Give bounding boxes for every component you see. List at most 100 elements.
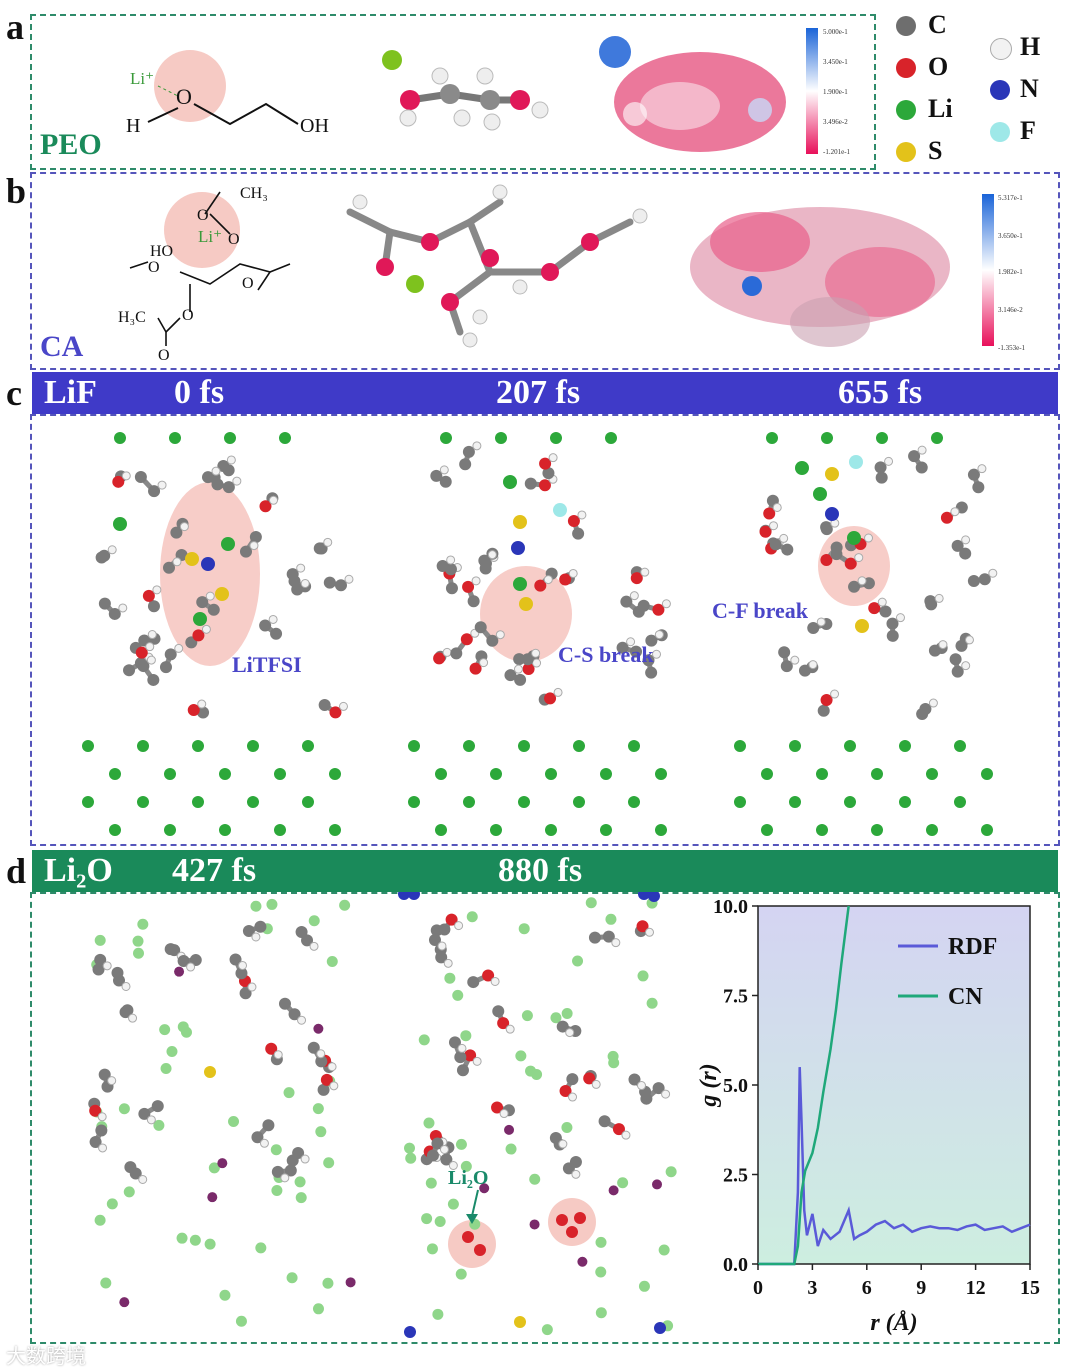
- time-0fs: 0 fs: [174, 374, 225, 411]
- time-427fs: 427 fs: [172, 852, 257, 889]
- y-tick-label: 5.0: [723, 1075, 748, 1097]
- panel-c-title-bar: LiF 0 fs 207 fs 655 fs: [32, 372, 1058, 414]
- ca-li-label: Li⁺: [198, 227, 222, 246]
- x-tick-label: 6: [862, 1277, 872, 1299]
- li-atom: [899, 796, 911, 808]
- li-atom: [931, 432, 943, 444]
- li-atom: [789, 740, 801, 752]
- li-atom: [408, 740, 420, 752]
- x-tick-label: 3: [807, 1277, 817, 1299]
- x-tick-label: 15: [1020, 1277, 1040, 1299]
- li-atom: [816, 768, 828, 780]
- svg-text:-1.353e-1: -1.353e-1: [998, 344, 1026, 352]
- watermark: 大数跨境: [6, 1344, 86, 1368]
- li-atom: [382, 50, 402, 70]
- li-atom: [192, 740, 204, 752]
- legend-li-swatch: [896, 100, 916, 120]
- li-atom: [302, 740, 314, 752]
- y-axis-label: g (r): [696, 1063, 722, 1107]
- li-atom: [463, 796, 475, 808]
- time-880fs: 880 fs: [498, 852, 583, 889]
- li-atom: [490, 768, 502, 780]
- legend-n-swatch: [990, 80, 1010, 100]
- li-atom: [844, 796, 856, 808]
- note-litfsi: LiTFSI: [232, 652, 302, 677]
- li-atom: [137, 740, 149, 752]
- rdf-cn-chart: 0 3 6 9 12 15 0.0 2.5 5.0 7.5 10.0 r (Å) g (r) RDF CN: [696, 896, 1040, 1336]
- lif-title: LiF: [44, 374, 97, 411]
- panel-label-a: a: [6, 7, 24, 47]
- svg-text:H₃C: H₃C: [118, 309, 146, 326]
- peo-oxygen: O: [176, 84, 192, 109]
- li-atom: [435, 824, 447, 836]
- peo-name: PEO: [40, 128, 102, 161]
- li-atom: [164, 824, 176, 836]
- li-atom: [761, 824, 773, 836]
- y-tick-label: 0.0: [723, 1254, 748, 1276]
- li-atom: [463, 740, 475, 752]
- li-atom: [899, 740, 911, 752]
- li-atom: [302, 796, 314, 808]
- legend-s-label: S: [928, 136, 943, 165]
- y-tick-label: 10.0: [713, 896, 748, 918]
- li-atom: [876, 432, 888, 444]
- legend-h-swatch: [990, 38, 1012, 60]
- panel-b-frame: [30, 172, 1060, 370]
- li-atom: [655, 824, 667, 836]
- x-tick-label: 9: [916, 1277, 926, 1299]
- li-atom: [628, 740, 640, 752]
- li-atom: [114, 432, 126, 444]
- li-atom: [219, 768, 231, 780]
- panel-label-c: c: [6, 373, 22, 413]
- li-atom: [274, 768, 286, 780]
- x-tick-label: 12: [966, 1277, 986, 1299]
- li-atom: [844, 740, 856, 752]
- li-atom: [816, 824, 828, 836]
- legend-label-cn: CN: [948, 984, 983, 1010]
- legend-li-label: Li: [928, 94, 953, 123]
- legend-label-rdf: RDF: [948, 934, 997, 960]
- li-atom: [545, 824, 557, 836]
- li-atom: [954, 796, 966, 808]
- svg-text:-1.201e-1: -1.201e-1: [823, 148, 851, 156]
- panel-b-figure: CH₃ O O Li⁺ HO O O O H₃C O CA 5.317e-1 3…: [40, 184, 1026, 364]
- li-atom: [169, 432, 181, 444]
- legend-n-label: N: [1020, 74, 1039, 103]
- panel-a-figure: Li⁺ O H OH PEO 5.000e-1 3.450e-1 1.900e-…: [40, 28, 851, 161]
- li-atom: [871, 768, 883, 780]
- li-atom: [821, 432, 833, 444]
- legend-f-swatch: [990, 122, 1010, 142]
- li-atom: [734, 740, 746, 752]
- time-207fs: 207 fs: [496, 374, 581, 411]
- li-atom: [82, 796, 94, 808]
- series-line-cn: [758, 905, 850, 1266]
- svg-text:1.982e-1: 1.982e-1: [998, 268, 1023, 276]
- li2o-title: Li₂O: [44, 852, 113, 889]
- li-atom: [109, 768, 121, 780]
- li-atom: [573, 796, 585, 808]
- legend-h-label: H: [1020, 32, 1041, 61]
- li-atom: [279, 432, 291, 444]
- svg-text:O: O: [158, 347, 170, 364]
- peo-li-label: Li⁺: [130, 69, 154, 88]
- panel-d-title-bar: Li₂O 427 fs 880 fs: [32, 850, 1058, 892]
- panel-c-frame: [30, 414, 1060, 846]
- y-tick-label: 2.5: [723, 1165, 748, 1187]
- li-atom: [655, 768, 667, 780]
- li-atom: [766, 432, 778, 444]
- ca-name: CA: [40, 330, 84, 363]
- note-cs-break: C-S break: [558, 642, 654, 667]
- panel-label-b: b: [6, 171, 27, 211]
- legend-c-label: C: [928, 10, 947, 39]
- li-atom: [219, 824, 231, 836]
- svg-text:O: O: [182, 307, 194, 324]
- legend-f-label: F: [1020, 116, 1036, 145]
- panel-d-snapshots: Li₂O: [88, 892, 677, 1338]
- svg-text:HO: HO: [150, 243, 173, 260]
- li-atom: [137, 796, 149, 808]
- li-coordination-highlight: [154, 50, 226, 122]
- series-line-rdf: [758, 1067, 1031, 1266]
- panel-d-frame: [30, 892, 1060, 1344]
- esp-colorbar-b: [982, 194, 994, 346]
- panel-label-d: d: [6, 851, 27, 891]
